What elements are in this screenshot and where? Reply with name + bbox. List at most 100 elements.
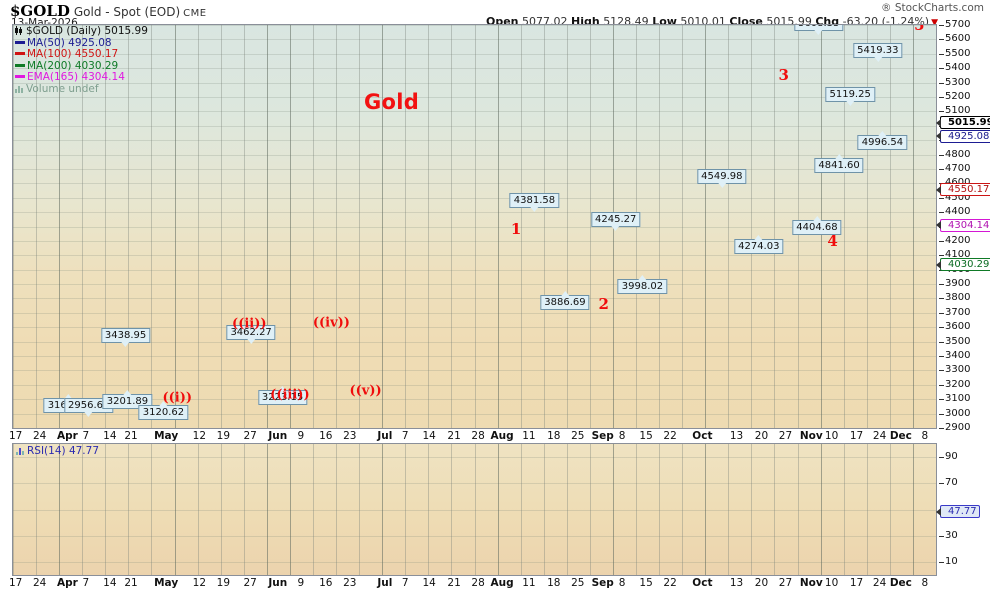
rsi-tick: 10	[945, 555, 958, 567]
volume-bars-icon	[15, 85, 24, 93]
date-tick-rsi: 8	[921, 577, 929, 589]
price-flag-ma100: 4550.17	[935, 183, 990, 197]
price-tick: 4800	[945, 148, 971, 160]
date-tick-price: 17	[9, 430, 23, 442]
date-tick-rsi: 28	[471, 577, 485, 589]
price-panel-background	[13, 25, 936, 428]
date-tick-rsi: 24	[872, 577, 887, 589]
price-callout: 4381.58	[509, 192, 560, 212]
rsi-gridlines	[13, 444, 936, 575]
date-tick-price: 24	[33, 430, 47, 442]
date-tick-price: 28	[471, 430, 485, 442]
price-callout: 5119.25	[825, 86, 875, 106]
ma50-swatch-icon	[15, 40, 25, 44]
legend-ma200-text: MA(200) 4030.29	[27, 59, 119, 72]
legend-ma50-text: MA(50) 4925.08	[27, 36, 112, 49]
elliott-wave-label: 3	[778, 66, 789, 85]
date-tick-rsi: 7	[401, 577, 409, 589]
exchange-label: CME	[183, 8, 207, 19]
price-tick: 3400	[945, 350, 971, 362]
legend-main-text: $GOLD (Daily) 5015.99	[26, 25, 148, 37]
date-tick-rsi: May	[154, 577, 179, 589]
price-callout: 4996.54	[857, 131, 908, 151]
legend-ma100: MA(100) 4550.17	[15, 48, 148, 61]
price-callout: 4274.03	[734, 235, 784, 255]
date-tick-rsi: 27	[778, 577, 793, 589]
price-tick: 5100	[945, 105, 971, 117]
rsi-tick: 70	[945, 477, 958, 489]
price-flag-close: 5015.99	[936, 116, 990, 130]
legend-ma100-text: MA(100) 4550.17	[27, 48, 119, 61]
date-tick-rsi: Nov	[799, 577, 823, 589]
date-tick-price: 27	[243, 430, 257, 442]
price-tick: 3300	[945, 364, 971, 376]
elliott-wave-label: ((iv))	[312, 315, 350, 331]
price-callout: 5608.35	[794, 25, 844, 36]
date-tick-rsi: 22	[663, 577, 677, 589]
date-tick-price: 21	[124, 430, 138, 442]
date-tick-price: Jul	[377, 430, 393, 442]
date-tick-price: 19	[216, 430, 231, 442]
date-tick-rsi: Sep	[591, 577, 614, 589]
date-tick-price: Nov	[799, 430, 823, 442]
price-chart-panel[interactable]: 3167.772956.663438.953201.893120.623462.…	[12, 24, 937, 429]
date-tick-price: 11	[522, 430, 536, 442]
price-callout: 3120.62	[138, 401, 189, 421]
date-tick-rsi: Dec	[889, 577, 912, 589]
date-tick-price: May	[154, 430, 179, 442]
date-tick-rsi: 8	[618, 577, 626, 589]
price-callout: 3201.89	[102, 389, 153, 409]
date-tick-price: 21	[447, 430, 461, 442]
price-axis: 2900 3000 3100 3200 3300 3400 3500 3600 3700 3800…	[935, 20, 990, 433]
ma100-swatch-icon	[15, 52, 25, 56]
date-tick-rsi: 14	[103, 577, 117, 589]
price-tick: 3100	[945, 393, 971, 405]
date-tick-rsi: 19	[216, 577, 231, 589]
legend-main-series: $GOLD (Daily) 5015.99	[15, 25, 148, 38]
legend-ma50: MA(50) 4925.08	[15, 36, 148, 50]
date-tick-price: Oct	[692, 430, 713, 442]
date-tick-rsi: Apr	[56, 577, 78, 589]
price-callout: 2956.66	[63, 397, 114, 417]
rsi-panel[interactable]: RSI(14) 47.77	[12, 443, 937, 576]
date-tick-rsi: 23	[343, 577, 357, 589]
price-tick: 4700	[945, 162, 971, 174]
price-tick: 3800	[945, 292, 971, 304]
down-caret-icon: ▼	[931, 18, 938, 28]
date-tick-price: 18	[547, 430, 561, 442]
date-tick-rsi: 14	[422, 577, 436, 589]
rsi-tick: 90	[945, 451, 958, 463]
date-tick-rsi: 24	[33, 577, 47, 589]
date-tick-price: Aug	[490, 430, 514, 442]
price-tick: 3700	[945, 306, 971, 318]
date-axis-price: 17 24 Apr 7 14 21 May 12 19 27 Jun 9 16 23 Jul 7 14 21 28 A…	[9, 430, 937, 443]
date-tick-rsi: 9	[297, 577, 305, 589]
price-callout: 4841.60	[814, 153, 864, 173]
price-tick: 3600	[945, 321, 971, 333]
rsi-legend-text: RSI(14) 47.77	[27, 445, 100, 457]
date-tick-rsi: Jun	[268, 577, 288, 589]
price-tick: 5700	[945, 19, 971, 30]
price-callout: 3462.27	[226, 325, 276, 345]
price-callout: 3998.02	[617, 274, 668, 294]
elliott-wave-label: 4	[827, 231, 838, 250]
ema165-swatch-icon	[15, 75, 25, 79]
symbol-description: Gold - Spot (EOD)	[73, 5, 181, 19]
date-tick-rsi: 18	[547, 577, 561, 589]
price-tick: 4200	[945, 234, 971, 246]
price-flag-ma200: 4030.29	[935, 258, 990, 272]
date-tick-price: 13	[729, 430, 744, 442]
price-tick: 5500	[945, 47, 971, 59]
date-tick-price: 10	[824, 430, 839, 442]
date-tick-rsi: 21	[124, 577, 138, 589]
price-tick: 5300	[945, 76, 971, 88]
legend-ema165: EMA(165) 4304.14	[15, 72, 148, 84]
date-tick-rsi: 17	[849, 577, 864, 589]
date-tick-rsi: 7	[82, 577, 90, 589]
date-tick-price: 25	[571, 430, 585, 442]
date-tick-rsi: 25	[571, 577, 585, 589]
ma200-swatch-icon	[15, 63, 25, 67]
date-axis-rsi: 17 24 Apr 7 14 21 May 12 19 27 Jun 9 16 23 Jul 7 14 21 28 A…	[9, 577, 937, 590]
date-tick-rsi: 13	[729, 577, 744, 589]
symbol-ticker: $GOLD	[10, 2, 70, 20]
